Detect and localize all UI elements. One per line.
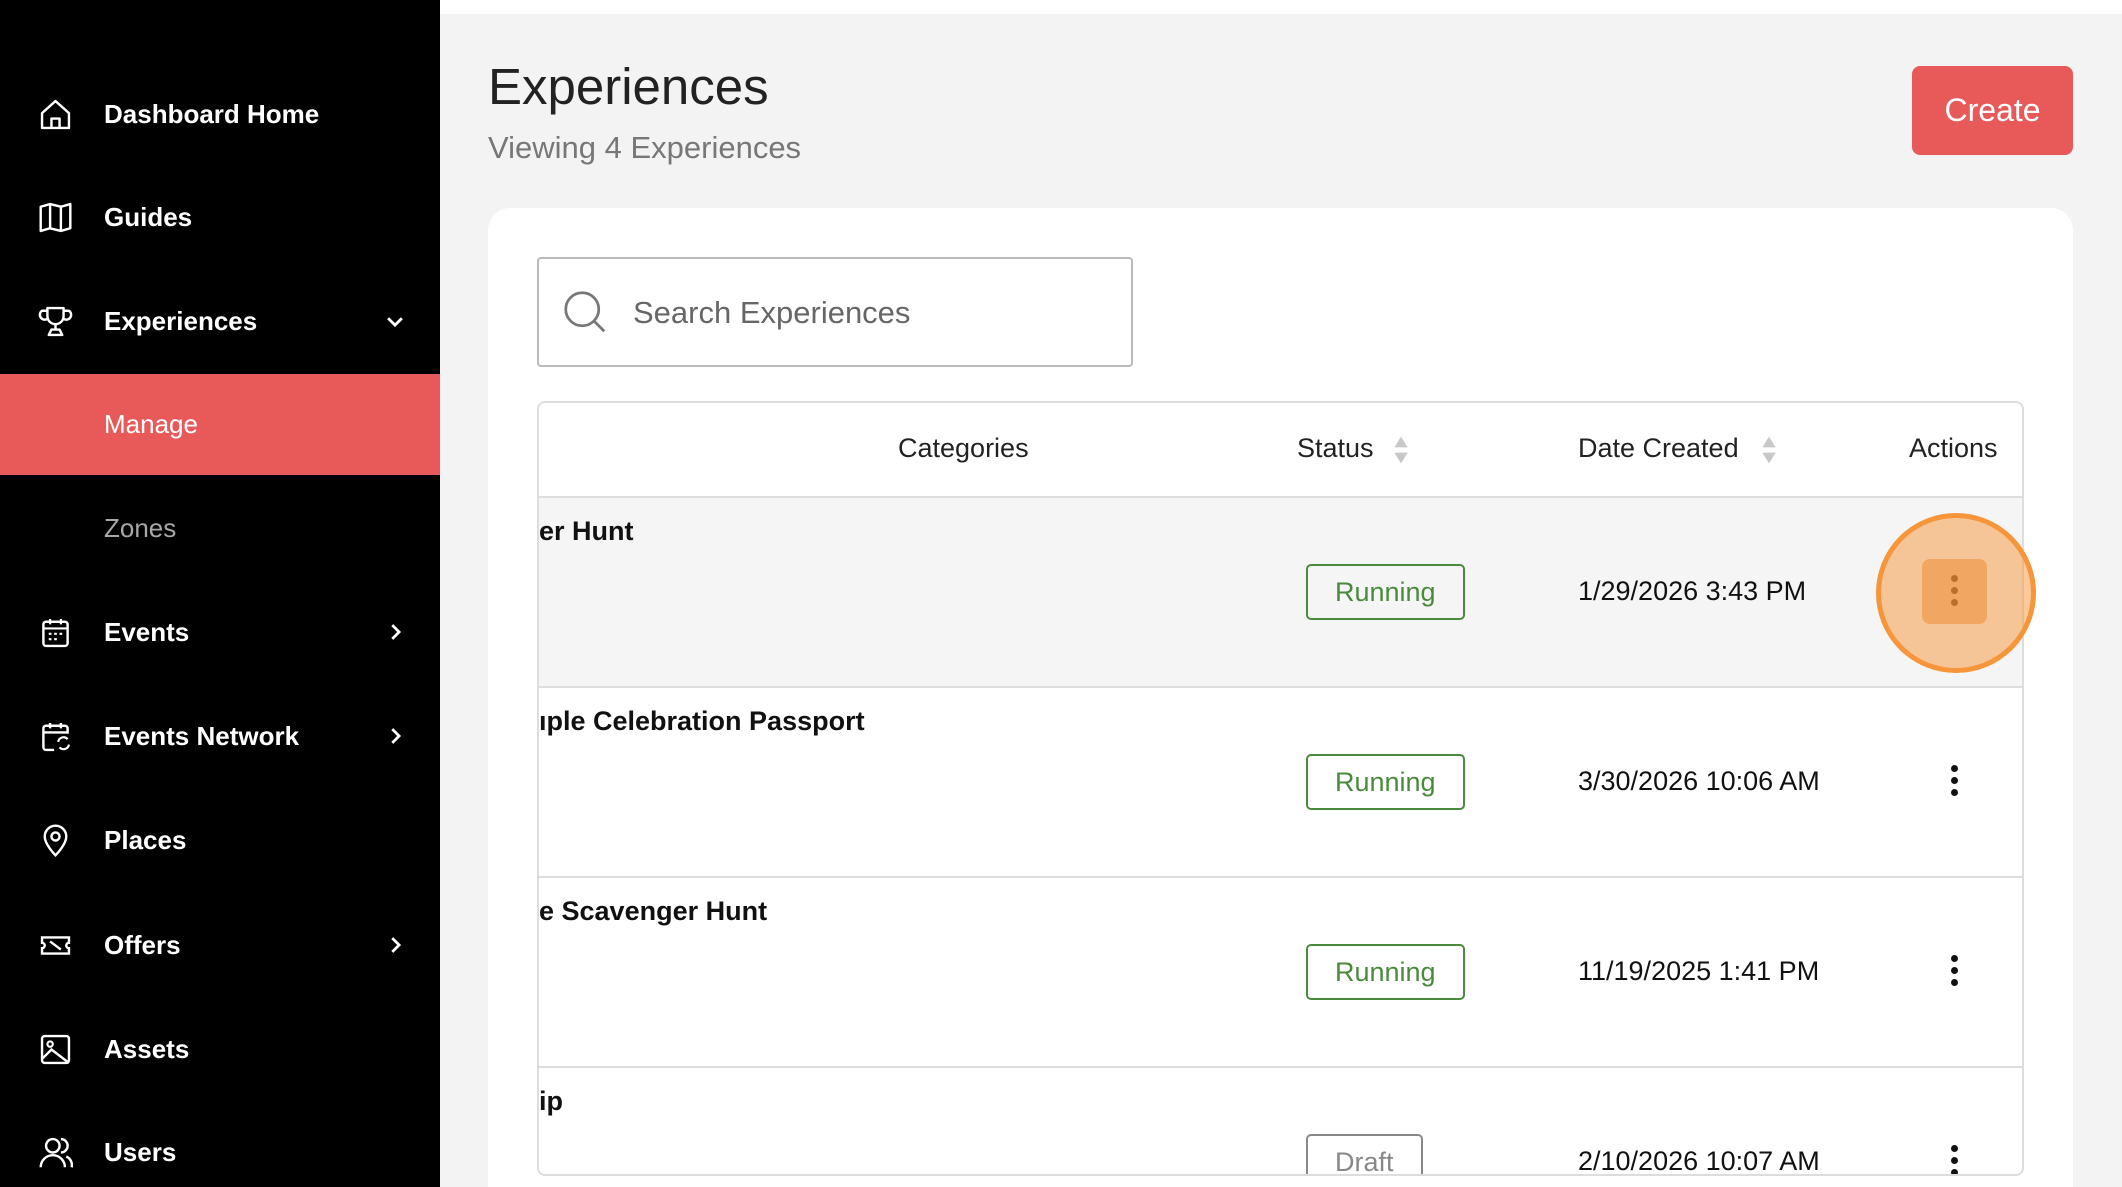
- column-categories: Categories: [898, 433, 1029, 463]
- top-strip: [440, 0, 2122, 14]
- sidebar-item-offers[interactable]: Offers: [0, 910, 440, 980]
- sidebar-item-label: Places: [104, 824, 187, 855]
- sidebar-item-events[interactable]: Events: [0, 597, 440, 667]
- sidebar-item-label: Zones: [104, 512, 177, 543]
- experience-name[interactable]: ıple Celebration Passport: [539, 706, 865, 736]
- status-badge: Running: [1306, 564, 1465, 620]
- sidebar-item-label: Experiences: [104, 305, 258, 336]
- search-input[interactable]: [631, 285, 1115, 341]
- sidebar-item-zones[interactable]: Zones: [0, 493, 440, 563]
- sidebar-item-manage[interactable]: Manage: [0, 374, 440, 475]
- column-date-created[interactable]: Date Created: [1578, 433, 1739, 463]
- chevron-down-icon: [387, 317, 403, 328]
- trophy-icon: [38, 306, 73, 336]
- experiences-card: [488, 208, 2073, 1187]
- calendar-sync-icon: [42, 722, 71, 751]
- experiences-table: Categories Status Date Created Actions e…: [537, 401, 2024, 1176]
- table-row[interactable]: ip Draft 2/10/2026 10:07 AM: [539, 1068, 2022, 1174]
- sidebar-item-assets[interactable]: Assets: [0, 1014, 440, 1084]
- page-subtitle: Viewing 4 Experiences: [488, 130, 802, 165]
- table-header: Categories Status Date Created Actions: [539, 403, 2022, 498]
- sidebar-item-label: Assets: [104, 1033, 190, 1064]
- experience-name[interactable]: ip: [539, 1086, 563, 1116]
- sidebar-item-label: Offers: [104, 929, 181, 960]
- sidebar-item-label: Dashboard Home: [104, 98, 320, 129]
- sidebar-item-events-network[interactable]: Events Network: [0, 701, 440, 771]
- sidebar-item-guides[interactable]: Guides: [0, 182, 440, 252]
- date-created: 2/10/2026 10:07 AM: [1578, 1146, 1820, 1176]
- experience-name[interactable]: e Scavenger Hunt: [539, 896, 768, 926]
- column-status[interactable]: Status: [1297, 433, 1374, 463]
- sidebar-item-users[interactable]: Users: [0, 1117, 440, 1187]
- search-icon: [564, 291, 606, 333]
- chevron-right-icon: [391, 937, 402, 953]
- status-badge: Draft: [1306, 1134, 1423, 1174]
- chevron-right-icon: [391, 624, 402, 640]
- table-row[interactable]: er Hunt Running 1/29/2026 3:43 PM: [539, 498, 2022, 688]
- sidebar-item-places[interactable]: Places: [0, 805, 440, 875]
- map-pin-icon: [43, 824, 68, 857]
- column-actions: Actions: [1909, 433, 1998, 463]
- experience-name[interactable]: er Hunt: [539, 516, 634, 546]
- calendar-icon: [42, 618, 69, 647]
- table-row[interactable]: e Scavenger Hunt Running 11/19/2025 1:41…: [539, 878, 2022, 1068]
- sidebar-item-dashboard-home[interactable]: Dashboard Home: [0, 79, 440, 149]
- kebab-icon: [1951, 765, 1958, 772]
- home-icon: [40, 99, 71, 129]
- kebab-icon: [1951, 1145, 1958, 1152]
- users-icon: [39, 1137, 73, 1168]
- search-box[interactable]: [537, 257, 1133, 367]
- image-icon: [40, 1034, 71, 1064]
- sidebar-item-label: Events: [104, 616, 190, 647]
- date-created: 1/29/2026 3:43 PM: [1578, 576, 1807, 606]
- create-button[interactable]: Create: [1912, 66, 2073, 155]
- sidebar-item-experiences[interactable]: Experiences: [0, 286, 440, 356]
- map-icon: [39, 202, 72, 232]
- sidebar-item-label: Manage: [104, 409, 198, 439]
- actions-menu-button[interactable]: [1922, 1129, 1987, 1174]
- chevron-right-icon: [391, 728, 402, 744]
- date-created: 3/30/2026 10:06 AM: [1578, 766, 1820, 796]
- sidebar-item-label: Users: [104, 1136, 177, 1167]
- actions-menu-button[interactable]: [1922, 559, 1987, 624]
- ticket-icon: [40, 935, 71, 955]
- kebab-icon: [1951, 575, 1958, 582]
- sidebar: Dashboard Home Guides Experiences Manage…: [0, 0, 440, 1187]
- status-badge: Running: [1306, 944, 1465, 1000]
- actions-menu-button[interactable]: [1922, 939, 1987, 1004]
- page-title: Experiences: [488, 58, 769, 115]
- actions-menu-button[interactable]: [1922, 749, 1987, 814]
- status-badge: Running: [1306, 754, 1465, 810]
- sidebar-item-label: Guides: [104, 201, 193, 232]
- table-row[interactable]: ıple Celebration Passport Running 3/30/2…: [539, 688, 2022, 878]
- kebab-icon: [1951, 955, 1958, 962]
- sort-icon[interactable]: [1761, 435, 1777, 465]
- sidebar-item-label: Events Network: [104, 720, 300, 751]
- sort-icon[interactable]: [1393, 435, 1409, 465]
- date-created: 11/19/2025 1:41 PM: [1578, 956, 1820, 986]
